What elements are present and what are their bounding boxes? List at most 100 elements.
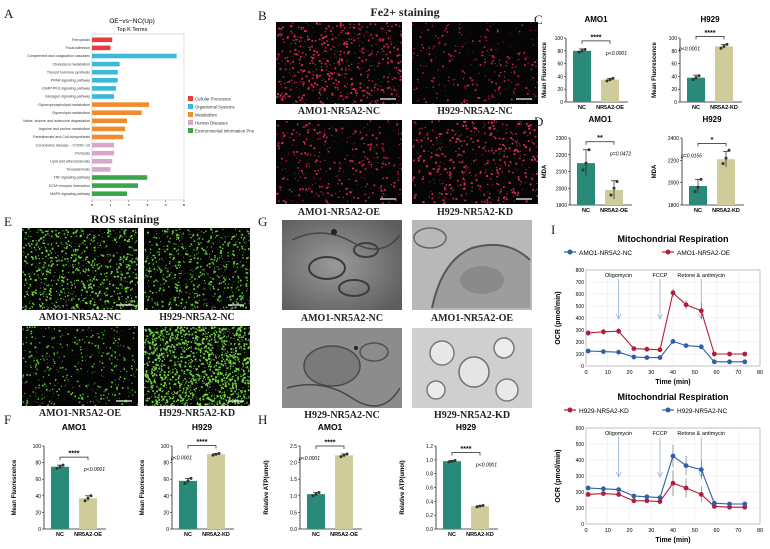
- tem-label-amo1-nc: AMO1-NR5A2-NC: [300, 313, 384, 324]
- y-tick-label: 2400: [668, 136, 679, 142]
- chart-c-h929: H929 0 20 40 60 80 100 Mean Fluorescence NC NR5A2…: [652, 15, 742, 111]
- y-tick-label: 40: [35, 494, 41, 500]
- y-axis-label: OCR (pmol/min): [555, 291, 562, 344]
- y-tick-label: 0.6: [426, 486, 433, 492]
- significance-stars: ****: [197, 439, 208, 446]
- y-tick-label: 20: [35, 510, 41, 516]
- y-tick-label: 0: [674, 100, 677, 106]
- y-axis-label: MDA: [652, 164, 658, 178]
- series-line: [588, 482, 745, 508]
- chart-a-legend-swatch: [188, 104, 193, 109]
- series-marker: [742, 351, 748, 357]
- chart-title: H929: [700, 15, 720, 24]
- x-tick-label: 80: [757, 528, 763, 534]
- y-tick-label: 400: [576, 316, 585, 322]
- y-tick-label: 80: [671, 49, 677, 55]
- series-marker: [616, 487, 622, 492]
- fe-staining-image-amo1-nc: [276, 22, 402, 104]
- tem-label-h929-nc: H929-NR5A2-NC: [304, 410, 380, 421]
- stained-cells: [144, 326, 250, 406]
- category-label: NR5A2-OE: [596, 105, 624, 111]
- x-tick-label: 10: [605, 370, 611, 376]
- legend-label: AMO1-NR5A2-OE: [677, 250, 731, 257]
- chart-a-legend-label: Human Diseases: [195, 121, 228, 126]
- data-point: [577, 50, 581, 54]
- y-axis-label: Relative ATP(umol): [400, 460, 406, 514]
- significance-bracket: [59, 456, 89, 461]
- data-point: [475, 505, 479, 509]
- ros-label-amo1-nc: AMO1-NR5A2-NC: [38, 312, 122, 323]
- bar: [179, 480, 197, 529]
- chart-a-category-label: Pantothenate and CoA biosynthesis: [33, 135, 90, 139]
- y-axis-label: OCR (pmol/min): [555, 449, 562, 502]
- legend-marker: [567, 249, 573, 255]
- y-tick-label: 2200: [668, 158, 679, 164]
- y-tick-label: 200: [576, 340, 585, 346]
- y-tick-label: 100: [33, 444, 42, 450]
- series-marker: [601, 349, 606, 354]
- chart-a-category-label: Glycerophospholipid metabolism: [38, 103, 90, 107]
- significance-stars: ****: [325, 439, 336, 446]
- data-point: [214, 452, 218, 456]
- series-marker: [727, 351, 732, 357]
- panel-letter-h: H: [258, 412, 268, 427]
- data-point: [719, 46, 723, 50]
- chart-a-legend-label: Organismal Systems: [195, 105, 235, 110]
- series-marker: [698, 308, 704, 314]
- fe-staining-title: Fe2+ staining: [370, 5, 440, 19]
- series-marker: [742, 359, 748, 365]
- data-point: [725, 42, 729, 46]
- x-tick-label: 10: [605, 528, 611, 534]
- significance-bracket: [695, 36, 725, 40]
- y-axis-label: Mean Fluorescence: [542, 41, 548, 97]
- x-tick-label: 40: [670, 528, 676, 534]
- significance-bracket: [315, 445, 345, 449]
- stained-cells: [412, 120, 538, 204]
- chart-h-amo1: AMO1 0.0 0.5 1.0 1.5 2.0 2.5 Relative ATP(umol)…: [264, 422, 362, 538]
- p-value: p=0.0156: [680, 153, 702, 159]
- data-point: [691, 78, 695, 82]
- x-tick-label: 70: [735, 528, 741, 534]
- fe-staining-image-amo1-oe: [276, 120, 402, 204]
- chart-a-bar: [92, 45, 111, 51]
- tem-image-h929-kd: [412, 328, 532, 408]
- chart-a-bar: [92, 126, 126, 132]
- category-label: NC: [184, 532, 192, 538]
- category-label: NC: [694, 208, 702, 214]
- y-tick-label: 500: [576, 304, 585, 310]
- series-marker: [683, 485, 689, 491]
- legend-label: H929-NR5A2-KD: [579, 408, 629, 415]
- injection-arrowhead: [657, 313, 663, 320]
- x-tick-label: 60: [713, 370, 719, 376]
- category-label: NR5A2-OE: [330, 532, 358, 538]
- significance-bracket: [585, 141, 615, 145]
- stained-cells: [22, 228, 138, 310]
- category-label: NC: [692, 105, 700, 111]
- category-label: NC: [582, 208, 590, 214]
- chart-a-bar: [92, 37, 113, 43]
- y-tick-label: 80: [163, 461, 169, 467]
- chart-a-category-label: ECM−receptor interaction: [49, 184, 90, 188]
- significance-stars: ****: [69, 451, 80, 458]
- y-tick-label: 60: [671, 62, 677, 68]
- legend-marker: [665, 249, 671, 255]
- panel-letter-i: I: [551, 222, 556, 237]
- significance-stars: ****: [591, 34, 602, 41]
- chart-a-tick-label: 5: [183, 203, 186, 206]
- y-tick-label: 0: [581, 364, 584, 370]
- y-axis-label: Mean Fluorescence: [140, 459, 146, 515]
- tem-image-amo1-nc: [282, 220, 402, 310]
- data-point: [693, 190, 697, 194]
- ros-label-h929-nc: H929-NR5A2-NC: [159, 312, 235, 323]
- line-chart-title: Mitochondrial Respiration: [617, 234, 728, 244]
- series-marker: [698, 492, 704, 497]
- chart-a-legend-label: Cellular Processes: [195, 97, 231, 102]
- chart-a-bar: [92, 102, 150, 107]
- category-label: NC: [56, 532, 64, 538]
- series-marker: [683, 463, 689, 468]
- stained-cells: [144, 228, 250, 310]
- panel-letter-f: F: [4, 412, 12, 427]
- chart-a-legend-label: Environmental Information Processing: [195, 129, 254, 134]
- y-tick-label: 1.5: [290, 477, 297, 483]
- data-point: [580, 49, 584, 53]
